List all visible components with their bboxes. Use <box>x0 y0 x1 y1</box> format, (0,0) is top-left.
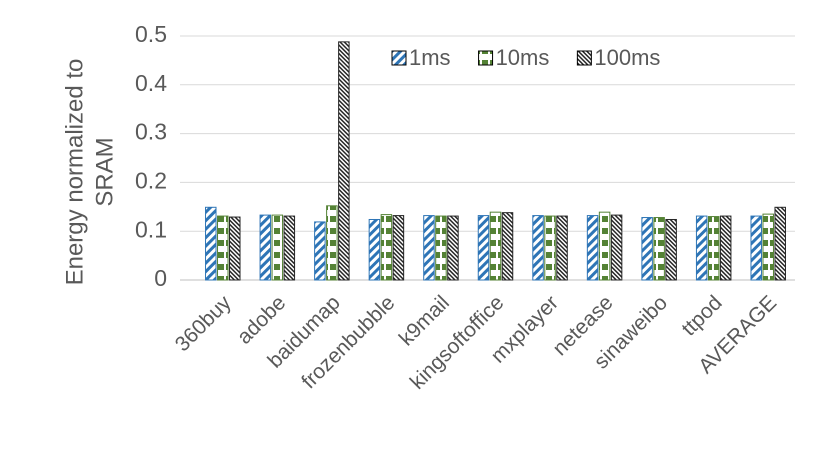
bar <box>368 218 381 281</box>
bar <box>774 206 786 281</box>
bar <box>762 213 774 281</box>
bar <box>326 205 338 281</box>
y-tick-label: 0.2 <box>135 167 167 193</box>
bar <box>229 216 241 281</box>
bar <box>750 215 762 281</box>
bar <box>477 215 490 281</box>
legend-label: 10ms <box>496 45 550 70</box>
bar <box>501 212 514 281</box>
bar <box>653 217 665 281</box>
bar <box>695 215 708 281</box>
bar <box>314 221 326 281</box>
bar <box>447 215 459 281</box>
bar <box>610 214 623 281</box>
bar <box>665 218 677 281</box>
bar <box>392 215 405 281</box>
y-tick-label: 0.5 <box>135 21 167 47</box>
y-axis-label: SRAM <box>91 137 118 206</box>
bar <box>641 217 653 281</box>
bar <box>707 216 720 281</box>
bar <box>338 41 350 281</box>
legend-label: 1ms <box>409 45 451 70</box>
y-tick-label: 0.4 <box>135 70 167 96</box>
bar <box>259 214 272 281</box>
bar <box>586 215 599 281</box>
bar <box>217 215 229 281</box>
bar <box>556 215 568 281</box>
bar <box>489 211 502 281</box>
bar <box>544 215 556 281</box>
legend-swatch <box>391 50 407 66</box>
legend-swatch <box>478 50 494 66</box>
legend-swatch <box>576 50 592 66</box>
bar <box>380 214 393 281</box>
y-axis-label: Energy normalized to <box>61 59 88 286</box>
bar <box>435 215 447 281</box>
bar <box>283 215 296 281</box>
bar <box>532 215 544 281</box>
bar <box>205 206 217 281</box>
y-tick-label: 0 <box>154 265 167 291</box>
bar <box>719 215 732 281</box>
bar <box>423 215 435 281</box>
x-tick-label: ttpod <box>677 291 726 340</box>
y-tick-label: 0.3 <box>135 119 167 145</box>
legend-label: 100ms <box>594 45 660 70</box>
x-tick-label: 360buy <box>171 291 236 356</box>
y-tick-label: 0.1 <box>135 216 167 242</box>
bar <box>271 214 284 281</box>
bar <box>598 211 611 281</box>
